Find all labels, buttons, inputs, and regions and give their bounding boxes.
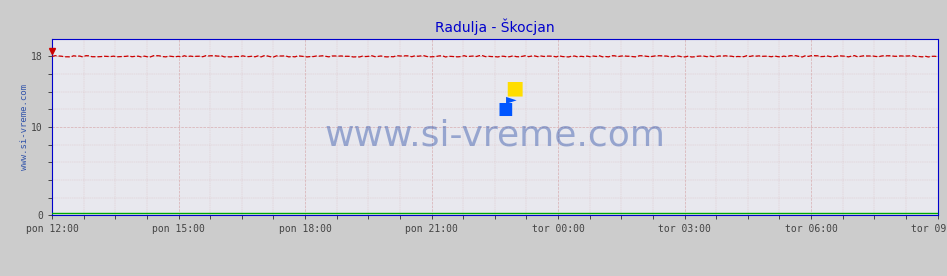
Text: ■: ■ (497, 100, 513, 118)
Y-axis label: www.si-vreme.com: www.si-vreme.com (20, 84, 28, 170)
Text: ►: ► (507, 92, 517, 106)
Text: ■: ■ (505, 79, 524, 98)
Text: www.si-vreme.com: www.si-vreme.com (324, 119, 666, 153)
Title: Radulja - Škocjan: Radulja - Škocjan (435, 18, 555, 35)
